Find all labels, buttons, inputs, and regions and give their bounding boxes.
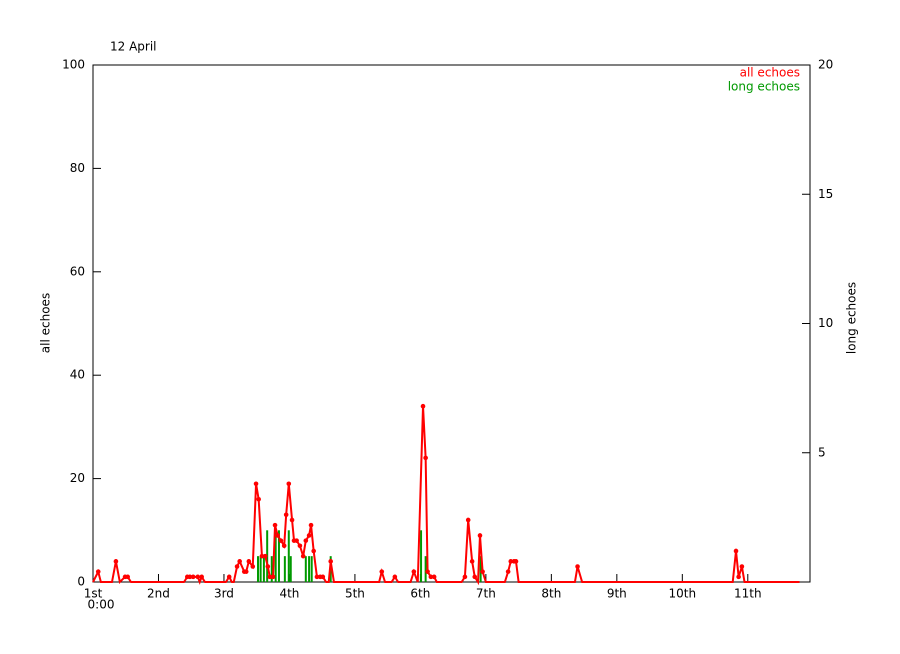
point <box>739 564 745 569</box>
point <box>262 553 268 559</box>
point <box>237 559 242 564</box>
point <box>480 569 485 574</box>
point <box>297 543 303 549</box>
point <box>272 522 278 528</box>
point <box>508 559 514 564</box>
point <box>513 559 519 564</box>
point <box>187 574 193 580</box>
point <box>259 553 265 559</box>
point <box>95 569 101 574</box>
point <box>411 569 417 574</box>
point <box>308 522 314 528</box>
point <box>505 569 511 574</box>
point <box>278 538 284 543</box>
point <box>300 553 306 559</box>
x-tick-label: 4th <box>279 587 299 601</box>
x-tick-label: 1st <box>84 587 103 601</box>
point <box>314 574 320 580</box>
point <box>431 574 437 580</box>
point <box>294 538 299 543</box>
point <box>195 574 201 580</box>
point <box>320 574 326 580</box>
x-tick-label: 2nd <box>147 587 170 601</box>
point <box>190 574 196 580</box>
y2-tick-label: 20 <box>818 58 833 72</box>
y-tick-label: 80 <box>70 161 85 175</box>
point <box>425 569 430 574</box>
point <box>265 564 271 569</box>
x-tick-label: 6th <box>410 587 430 601</box>
y-tick-label: 40 <box>70 368 85 382</box>
y-tick-label: 60 <box>70 264 85 278</box>
point <box>736 574 741 580</box>
point <box>303 538 309 543</box>
y2-tick-label: 10 <box>818 316 833 330</box>
point <box>253 481 259 487</box>
point <box>275 533 280 538</box>
x-tick-label: 8th <box>541 587 561 601</box>
point <box>462 574 468 580</box>
point <box>477 533 483 538</box>
y2-tick-label: 5 <box>818 445 826 459</box>
point <box>379 569 385 574</box>
y-axis-label: all echoes <box>39 293 53 353</box>
x-tick-label: 3rd <box>214 587 234 601</box>
x-tick-label: 5th <box>345 587 365 601</box>
point <box>246 559 252 564</box>
point <box>392 574 398 580</box>
x-tick-label: 11th <box>734 587 762 601</box>
point <box>199 574 204 580</box>
legend-entry: long echoes <box>728 80 800 94</box>
y2-tick-label: 15 <box>818 187 833 201</box>
legend-entry: all echoes <box>740 66 800 80</box>
y2-axis-label: long echoes <box>845 282 859 354</box>
point <box>226 574 232 580</box>
point <box>311 548 316 554</box>
y-tick-label: 20 <box>70 471 85 485</box>
point <box>733 548 739 554</box>
point <box>283 512 289 518</box>
point <box>281 543 287 549</box>
point <box>243 569 249 574</box>
plot-frame <box>92 64 811 583</box>
point <box>428 574 434 580</box>
point <box>465 517 471 523</box>
chart-title: 12 April <box>110 40 157 54</box>
point <box>575 564 580 569</box>
point <box>256 496 261 502</box>
y-tick-label: 0 <box>77 575 85 589</box>
point <box>270 574 276 580</box>
point <box>306 533 312 538</box>
point <box>234 564 240 569</box>
point <box>420 403 426 409</box>
x-start-label: 0:00 <box>88 598 115 612</box>
point <box>113 559 119 564</box>
point <box>328 559 333 564</box>
point <box>286 481 292 487</box>
point <box>125 574 131 580</box>
y-tick-label: 100 <box>62 58 85 72</box>
point <box>267 574 273 580</box>
series-line <box>92 406 800 586</box>
x-tick-label: 7th <box>476 587 496 601</box>
point <box>423 455 428 461</box>
point <box>250 564 256 569</box>
point <box>469 559 475 564</box>
x-tick-label: 10th <box>669 587 697 601</box>
point <box>289 517 295 523</box>
x-tick-label: 9th <box>607 587 627 601</box>
point <box>472 574 478 580</box>
